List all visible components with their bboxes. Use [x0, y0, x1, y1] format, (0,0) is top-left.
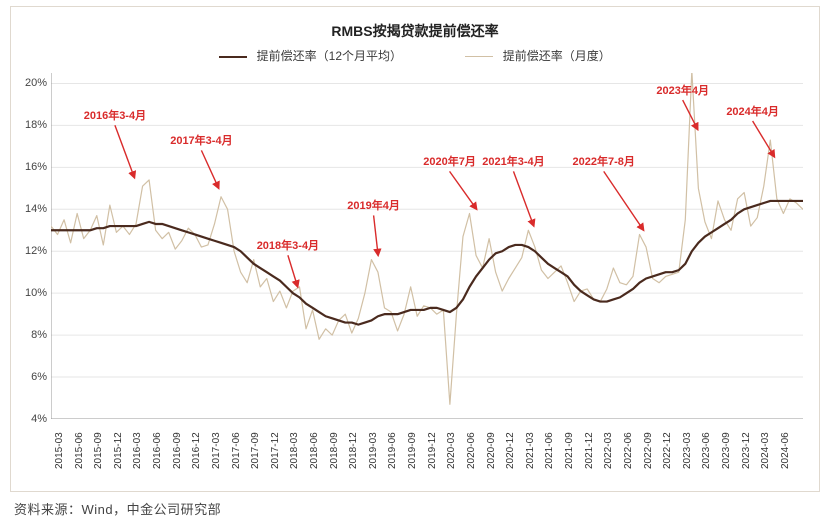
y-tick-label: 6%: [15, 371, 47, 383]
x-tick-label: 2018-03: [289, 432, 300, 469]
x-tick-label: 2023-06: [701, 432, 712, 469]
y-tick-label: 4%: [15, 413, 47, 425]
legend-swatch-monthly: [465, 56, 493, 57]
legend-swatch-rolling12: [219, 56, 247, 58]
y-tick-label: 14%: [15, 203, 47, 215]
x-tick-label: 2019-03: [368, 432, 379, 469]
x-tick-label: 2021-09: [564, 432, 575, 469]
chart-container: RMBS按揭贷款提前偿还率 提前偿还率（12个月平均） 提前偿还率（月度） 4%…: [0, 0, 830, 528]
x-tick-label: 2021-03: [525, 432, 536, 469]
chart-panel: RMBS按揭贷款提前偿还率 提前偿还率（12个月平均） 提前偿还率（月度） 4%…: [10, 6, 820, 492]
x-tick-label: 2015-09: [93, 432, 104, 469]
x-tick-label: 2022-06: [623, 432, 634, 469]
x-tick-label: 2015-06: [74, 432, 85, 469]
y-tick-label: 18%: [15, 119, 47, 131]
x-tick-label: 2020-06: [466, 432, 477, 469]
x-tick-label: 2023-09: [721, 432, 732, 469]
legend-label-rolling12: 提前偿还率（12个月平均）: [257, 49, 402, 63]
x-tick-label: 2016-12: [191, 432, 202, 469]
x-tick-label: 2016-09: [172, 432, 183, 469]
x-tick-label: 2015-12: [113, 432, 124, 469]
chart-title: RMBS按揭贷款提前偿还率: [11, 21, 819, 41]
x-tick-label: 2022-03: [603, 432, 614, 469]
x-tick-label: 2015-03: [54, 432, 65, 469]
x-tick-label: 2020-12: [505, 432, 516, 469]
x-tick-label: 2022-09: [643, 432, 654, 469]
legend-label-monthly: 提前偿还率（月度）: [503, 49, 611, 63]
x-tick-label: 2016-06: [152, 432, 163, 469]
x-tick-label: 2018-09: [329, 432, 340, 469]
y-tick-label: 16%: [15, 161, 47, 173]
legend-item-monthly: 提前偿还率（月度）: [465, 47, 610, 64]
x-tick-label: 2017-12: [270, 432, 281, 469]
x-tick-label: 2021-06: [544, 432, 555, 469]
x-tick-label: 2019-12: [427, 432, 438, 469]
x-tick-label: 2017-09: [250, 432, 261, 469]
source-text: 资料来源：Wind，中金公司研究部: [14, 499, 221, 518]
x-tick-label: 2022-12: [662, 432, 673, 469]
x-tick-label: 2023-12: [741, 432, 752, 469]
y-tick-label: 12%: [15, 245, 47, 257]
x-tick-label: 2018-12: [348, 432, 359, 469]
x-tick-label: 2024-06: [780, 432, 791, 469]
x-tick-label: 2023-03: [682, 432, 693, 469]
plot-svg: [51, 73, 803, 419]
x-tick-label: 2021-12: [584, 432, 595, 469]
x-tick-label: 2017-03: [211, 432, 222, 469]
x-tick-label: 2020-09: [486, 432, 497, 469]
x-tick-label: 2019-06: [387, 432, 398, 469]
y-tick-label: 8%: [15, 329, 47, 341]
legend: 提前偿还率（12个月平均） 提前偿还率（月度）: [11, 47, 819, 64]
x-tick-label: 2019-09: [407, 432, 418, 469]
y-tick-label: 20%: [15, 77, 47, 89]
plot-area: [51, 73, 803, 419]
x-tick-label: 2018-06: [309, 432, 320, 469]
y-tick-label: 10%: [15, 287, 47, 299]
x-tick-label: 2020-03: [446, 432, 457, 469]
legend-item-rolling12: 提前偿还率（12个月平均）: [219, 47, 402, 64]
x-tick-label: 2024-03: [760, 432, 771, 469]
x-tick-label: 2016-03: [132, 432, 143, 469]
x-tick-label: 2017-06: [231, 432, 242, 469]
